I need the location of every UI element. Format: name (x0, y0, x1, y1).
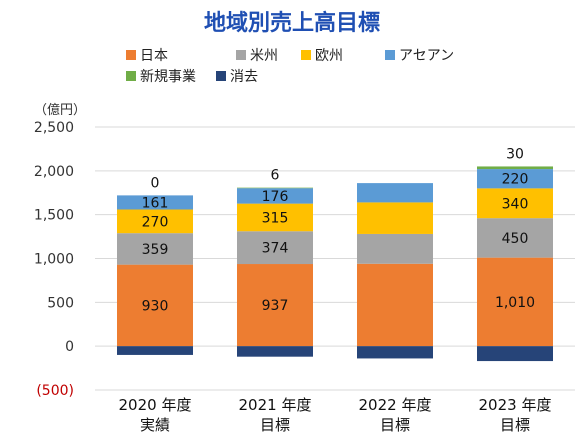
bar-segment (357, 263, 433, 347)
chart-title: 地域別売上高目標 (204, 10, 380, 36)
y-tick-label: 0 (65, 339, 74, 355)
y-tick-label: 1,000 (34, 252, 74, 268)
x-tick-label: 目標 (380, 416, 410, 434)
bar-segment (477, 169, 553, 189)
bar-segment (117, 209, 193, 234)
data-label: 220 (502, 172, 529, 188)
bar-segment (237, 264, 313, 347)
data-label: 374 (262, 241, 289, 257)
data-label: 315 (262, 210, 289, 226)
bar-segment (357, 233, 433, 264)
data-label: 340 (502, 196, 529, 212)
data-label: 930 (142, 298, 169, 314)
bar-segment (477, 166, 553, 170)
bar-segment (357, 346, 433, 359)
bar-segment (357, 183, 433, 203)
legend-label: アセアン (399, 48, 454, 64)
data-label: 161 (142, 195, 169, 211)
legend-label: 消去 (230, 69, 258, 85)
data-label: 1,010 (495, 295, 535, 311)
bar-segment (237, 231, 313, 265)
bars (117, 166, 553, 362)
data-label: 176 (262, 189, 289, 205)
legend-label: 米州 (250, 48, 278, 64)
bar-segment (117, 346, 193, 355)
data-label: 450 (502, 231, 529, 247)
data-label: 0 (151, 175, 160, 191)
legend-label: 日本 (140, 48, 168, 64)
y-tick-label: (500) (36, 383, 74, 399)
bar-segment (237, 187, 313, 189)
y-tick-label: 500 (47, 295, 74, 311)
bar-segment (237, 346, 313, 357)
x-tick-label: 2020 年度 (119, 396, 192, 414)
bar-segment (117, 233, 193, 265)
data-label: 359 (142, 242, 169, 258)
data-label: 6 (271, 168, 280, 184)
bar-segment (117, 264, 193, 347)
y-tick-label: 2,500 (34, 120, 74, 136)
bar-segment (237, 203, 313, 232)
x-tick-label: 目標 (500, 416, 530, 434)
x-tick-label: 2021 年度 (239, 396, 312, 414)
bar-segment (477, 218, 553, 258)
y-axis: (500) 0 500 1,000 1,500 2,000 2,500 (34, 120, 74, 399)
legend-swatch (385, 50, 395, 60)
data-labels: 930 359 270 161 0 937 374 315 176 6 1,010 450 340 220… (142, 146, 535, 314)
bar-segment (117, 195, 193, 210)
legend-swatch (126, 71, 136, 81)
bar-segment (477, 257, 553, 347)
y-tick-label: 2,000 (34, 164, 74, 180)
legend-label: 欧州 (315, 48, 343, 64)
bar-segment (237, 188, 313, 204)
y-tick-label: 1,500 (34, 208, 74, 224)
legend-swatch (236, 50, 246, 60)
legend-swatch (126, 50, 136, 60)
x-tick-label: 2023 年度 (479, 396, 552, 414)
bar-segment (357, 202, 433, 234)
data-label: 937 (262, 298, 289, 314)
bar-segment (477, 346, 553, 362)
x-tick-label: 目標 (260, 416, 290, 434)
legend-swatch (301, 50, 311, 60)
data-label: 270 (142, 214, 169, 230)
legend-label: 新規事業 (140, 69, 196, 85)
x-tick-label: 2022 年度 (359, 396, 432, 414)
y-axis-unit-label: （億円） (34, 102, 86, 118)
legend-swatch (216, 71, 226, 81)
x-tick-label: 実績 (140, 416, 170, 434)
data-label: 30 (506, 146, 524, 162)
bar-segment (477, 188, 553, 219)
